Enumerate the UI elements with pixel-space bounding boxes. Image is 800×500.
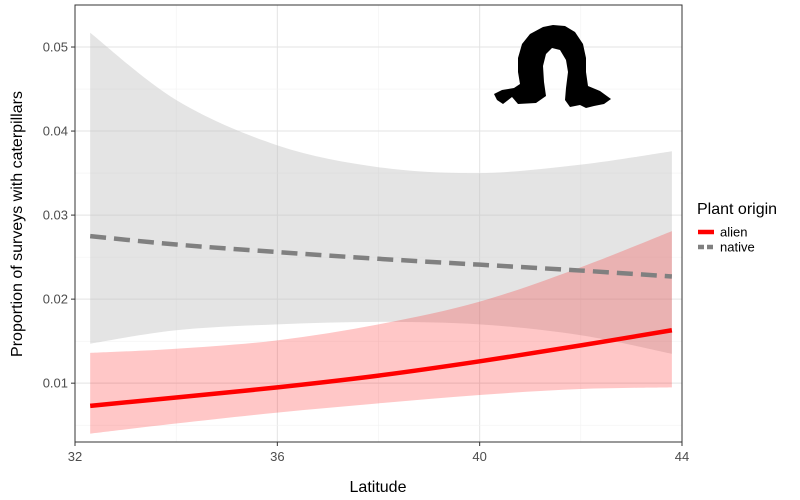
y-tick-label: 0.02 <box>43 292 68 307</box>
legend-label-native: native <box>720 240 755 255</box>
line-alien <box>89 328 673 409</box>
y-tick-label: 0.05 <box>43 40 68 55</box>
y-axis-title: Proportion of surveys with caterpillars <box>9 91 26 357</box>
axes: 32 36 40 44 0.01 0.02 0.03 0.04 0.05 <box>43 40 690 464</box>
x-tick-label: 40 <box>472 449 486 464</box>
legend-label-alien: alien <box>720 225 747 240</box>
plot-border <box>74 4 683 443</box>
x-axis-title: Latitude <box>350 479 407 496</box>
confidence-ribbons <box>90 32 672 434</box>
trend-lines <box>89 233 673 409</box>
y-tick-label: 0.03 <box>43 208 68 223</box>
y-tick-label: 0.01 <box>43 376 68 391</box>
line-native <box>89 233 673 279</box>
y-tick-label: 0.04 <box>43 124 68 139</box>
ribbon-native <box>90 32 672 354</box>
ribbon-alien <box>90 231 672 434</box>
x-tick-label: 44 <box>675 449 689 464</box>
legend-title: Plant origin <box>697 201 777 218</box>
x-tick-label: 36 <box>270 449 284 464</box>
caterpillar-silhouette-icon <box>494 25 611 108</box>
x-tick-label: 32 <box>68 449 82 464</box>
